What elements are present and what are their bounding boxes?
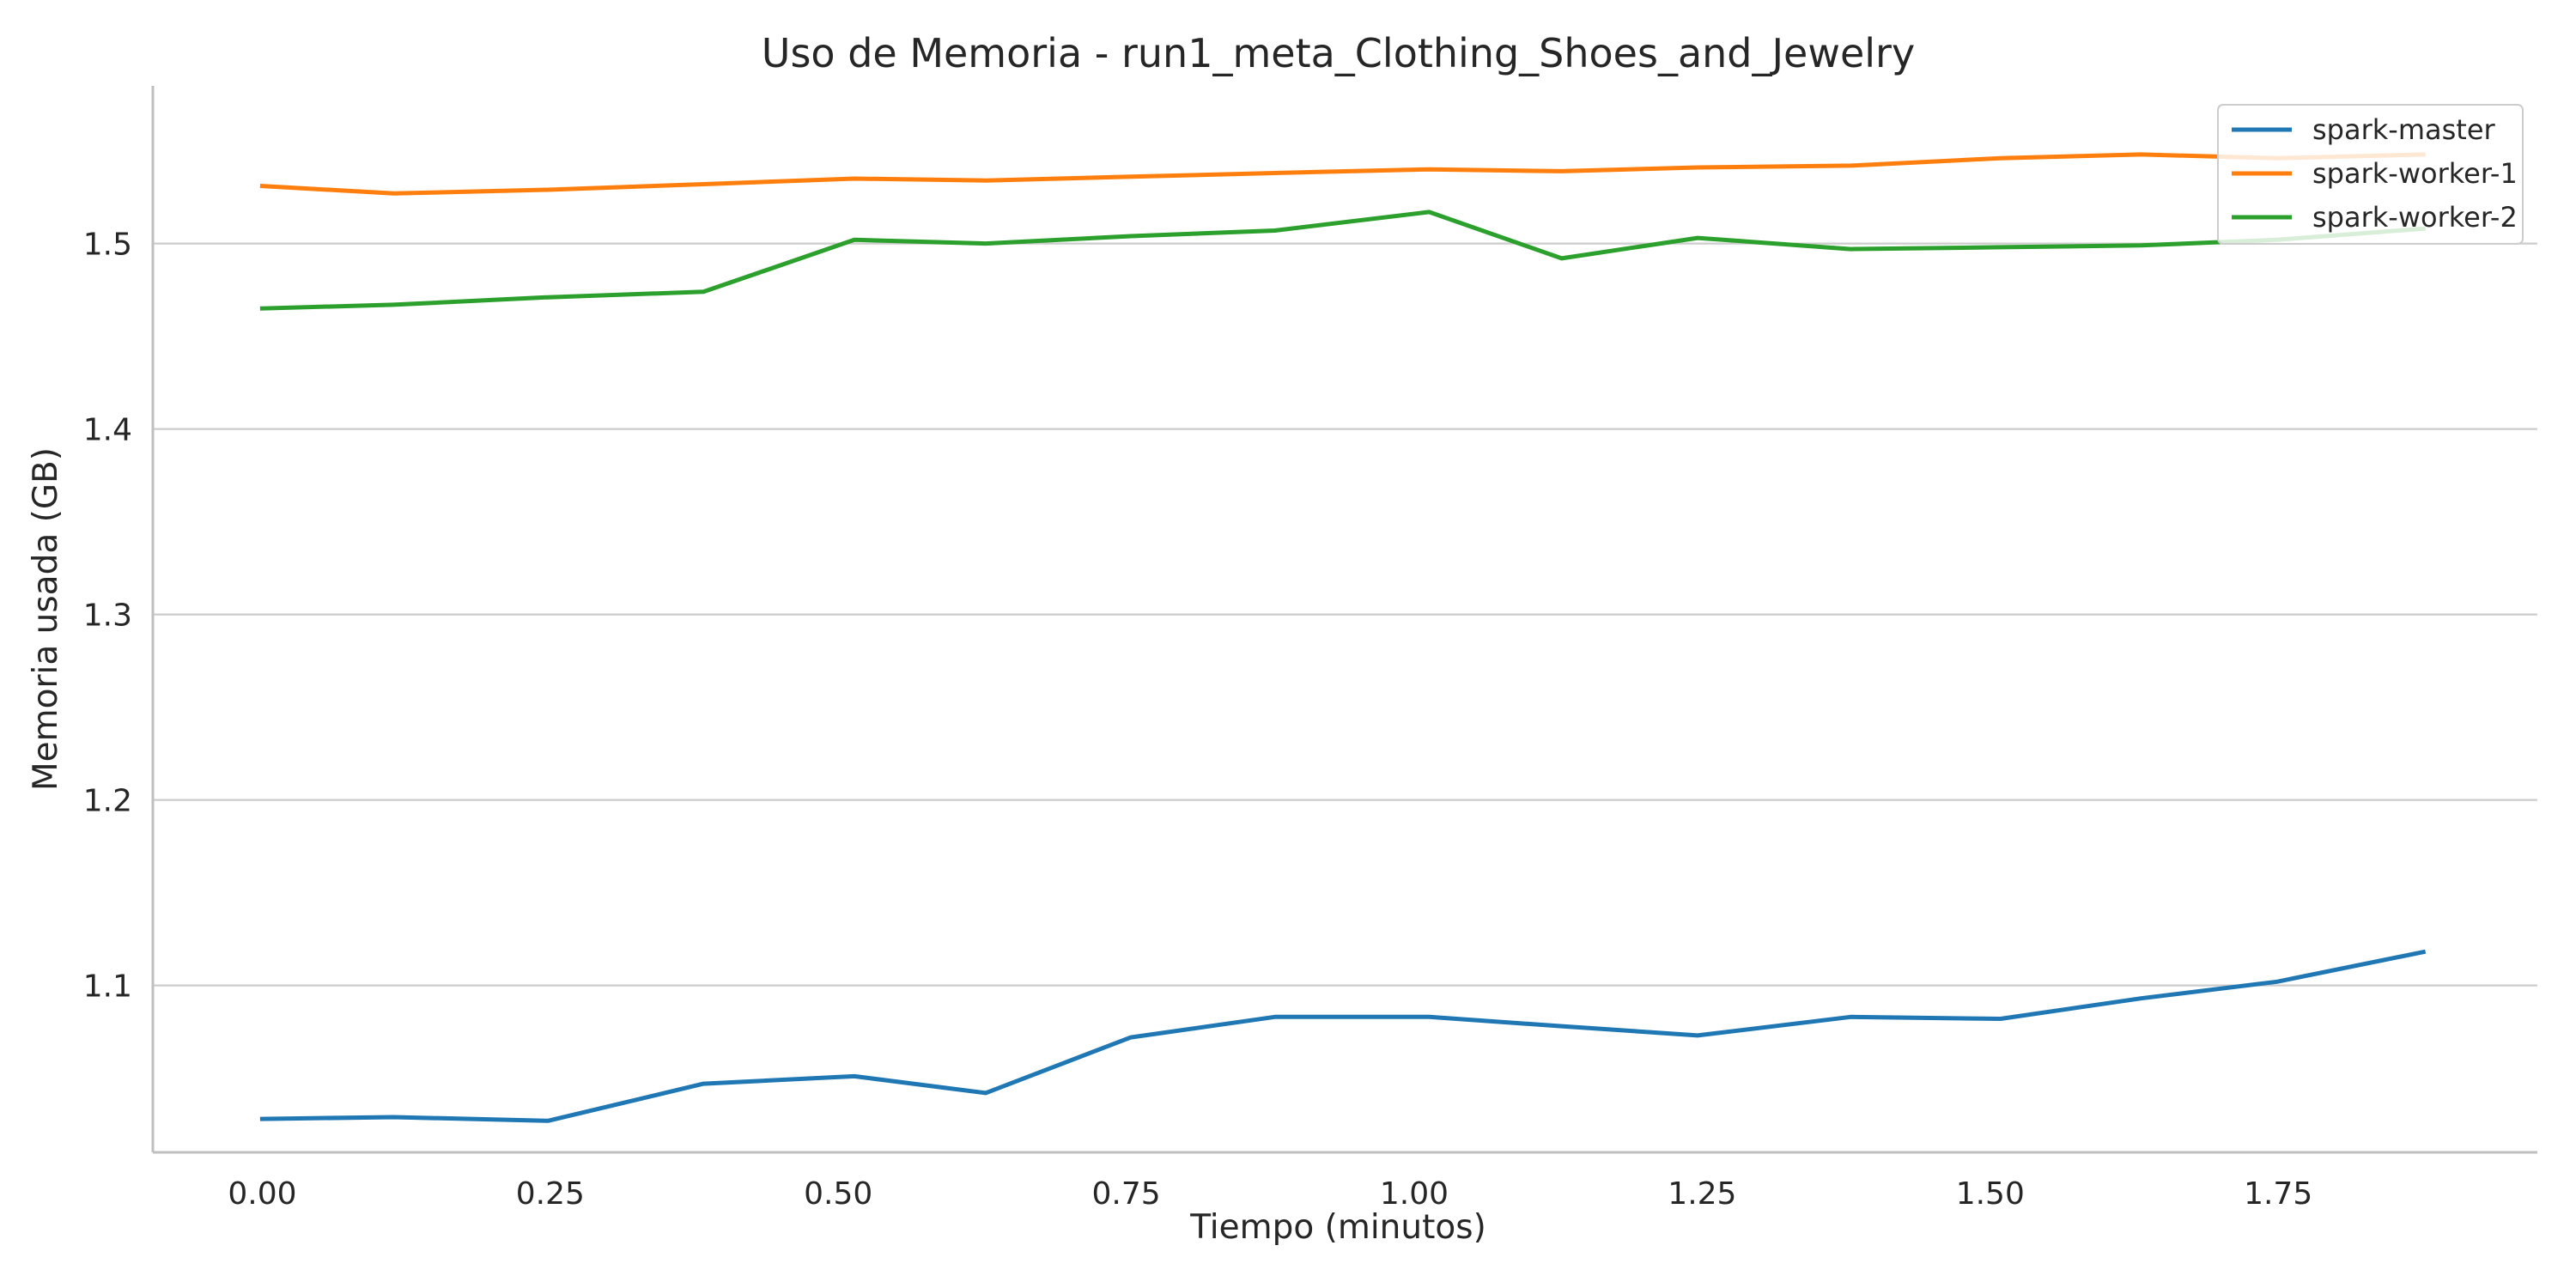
y-tick-label: 1.5	[83, 228, 132, 263]
chart-title: Uso de Memoria - run1_meta_Clothing_Shoe…	[762, 30, 1915, 76]
x-tick-label: 0.50	[804, 1176, 872, 1212]
x-tick-label: 0.00	[228, 1176, 296, 1212]
series-line-spark-worker-1	[259, 152, 2426, 196]
series-line-spark-master	[259, 949, 2427, 1123]
axes	[151, 86, 2537, 1154]
legend: spark-master spark-worker-1 spark-worker-2	[2217, 104, 2524, 245]
x-tick-label: 0.25	[516, 1176, 585, 1212]
y-tick-label: 1.2	[83, 784, 132, 819]
x-tick-label: 1.25	[1668, 1176, 1736, 1212]
legend-label-spark-worker-2: spark-worker-2	[2312, 201, 2518, 234]
y-tick-label: 1.3	[83, 598, 132, 634]
x-axis-label: Tiempo (minutos)	[1189, 1208, 1486, 1247]
x-tick-label: 0.75	[1092, 1176, 1161, 1212]
y-tick-label: 1.1	[83, 969, 132, 1005]
x-tick-label: 1.50	[1956, 1176, 2025, 1212]
x-tick-label: 1.75	[2244, 1176, 2312, 1212]
x-tick-label: 1.00	[1380, 1176, 1449, 1212]
legend-box	[2217, 104, 2524, 245]
y-axis-label: Memoria usada (GB)	[27, 447, 65, 791]
series-lines	[259, 152, 2427, 1123]
grid-lines	[153, 242, 2537, 987]
legend-items: spark-master spark-worker-1 spark-worker-2	[2232, 113, 2518, 234]
legend-label-spark-master: spark-master	[2312, 113, 2496, 146]
series-line-spark-worker-2	[259, 210, 2426, 311]
y-tick-label: 1.4	[83, 413, 132, 448]
tick-labels: 0.00 0.25 0.50 0.75 1.00 1.25 1.50 1.75 1.1 1.2 1.…	[83, 228, 2312, 1212]
legend-label-spark-worker-1: spark-worker-1	[2312, 157, 2518, 190]
